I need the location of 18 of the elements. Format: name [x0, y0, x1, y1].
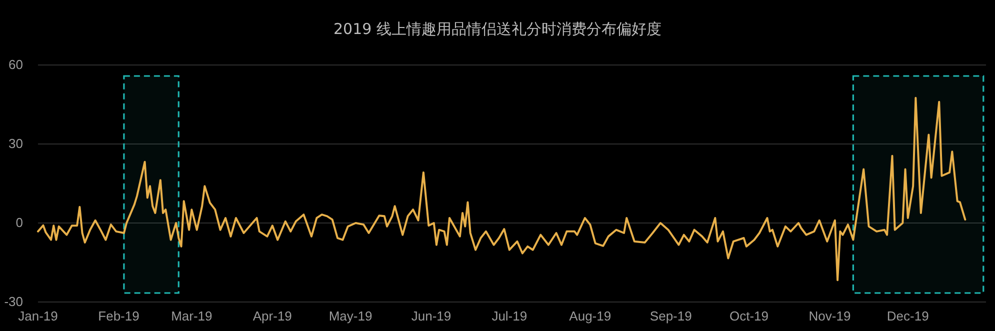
y-tick-label: -30 — [4, 294, 23, 310]
x-tick-label: Feb-19 — [98, 308, 140, 324]
y-tick-label: 30 — [8, 136, 23, 152]
x-tick-label: Sep-19 — [650, 308, 692, 324]
x-tick-label: Aug-19 — [569, 308, 612, 324]
x-tick-label: Nov-19 — [808, 308, 851, 324]
x-tick-label: Oct-19 — [729, 308, 769, 324]
chart-title: 2019 线上情趣用品情侣送礼分时消费分布偏好度 — [334, 20, 662, 38]
line-series — [37, 96, 966, 282]
x-tick-label: Jun-19 — [411, 308, 452, 324]
y-tick-label: 60 — [8, 57, 23, 72]
x-tick-label: Mar-19 — [171, 308, 212, 324]
x-tick-label: Jul-19 — [492, 308, 528, 324]
y-tick-label: 0 — [16, 215, 23, 230]
x-tick-label: Apr-19 — [252, 308, 292, 324]
x-tick-label: May-19 — [328, 308, 372, 324]
x-tick-label: Dec-19 — [886, 308, 929, 324]
x-tick-label: Jan-19 — [18, 308, 58, 324]
